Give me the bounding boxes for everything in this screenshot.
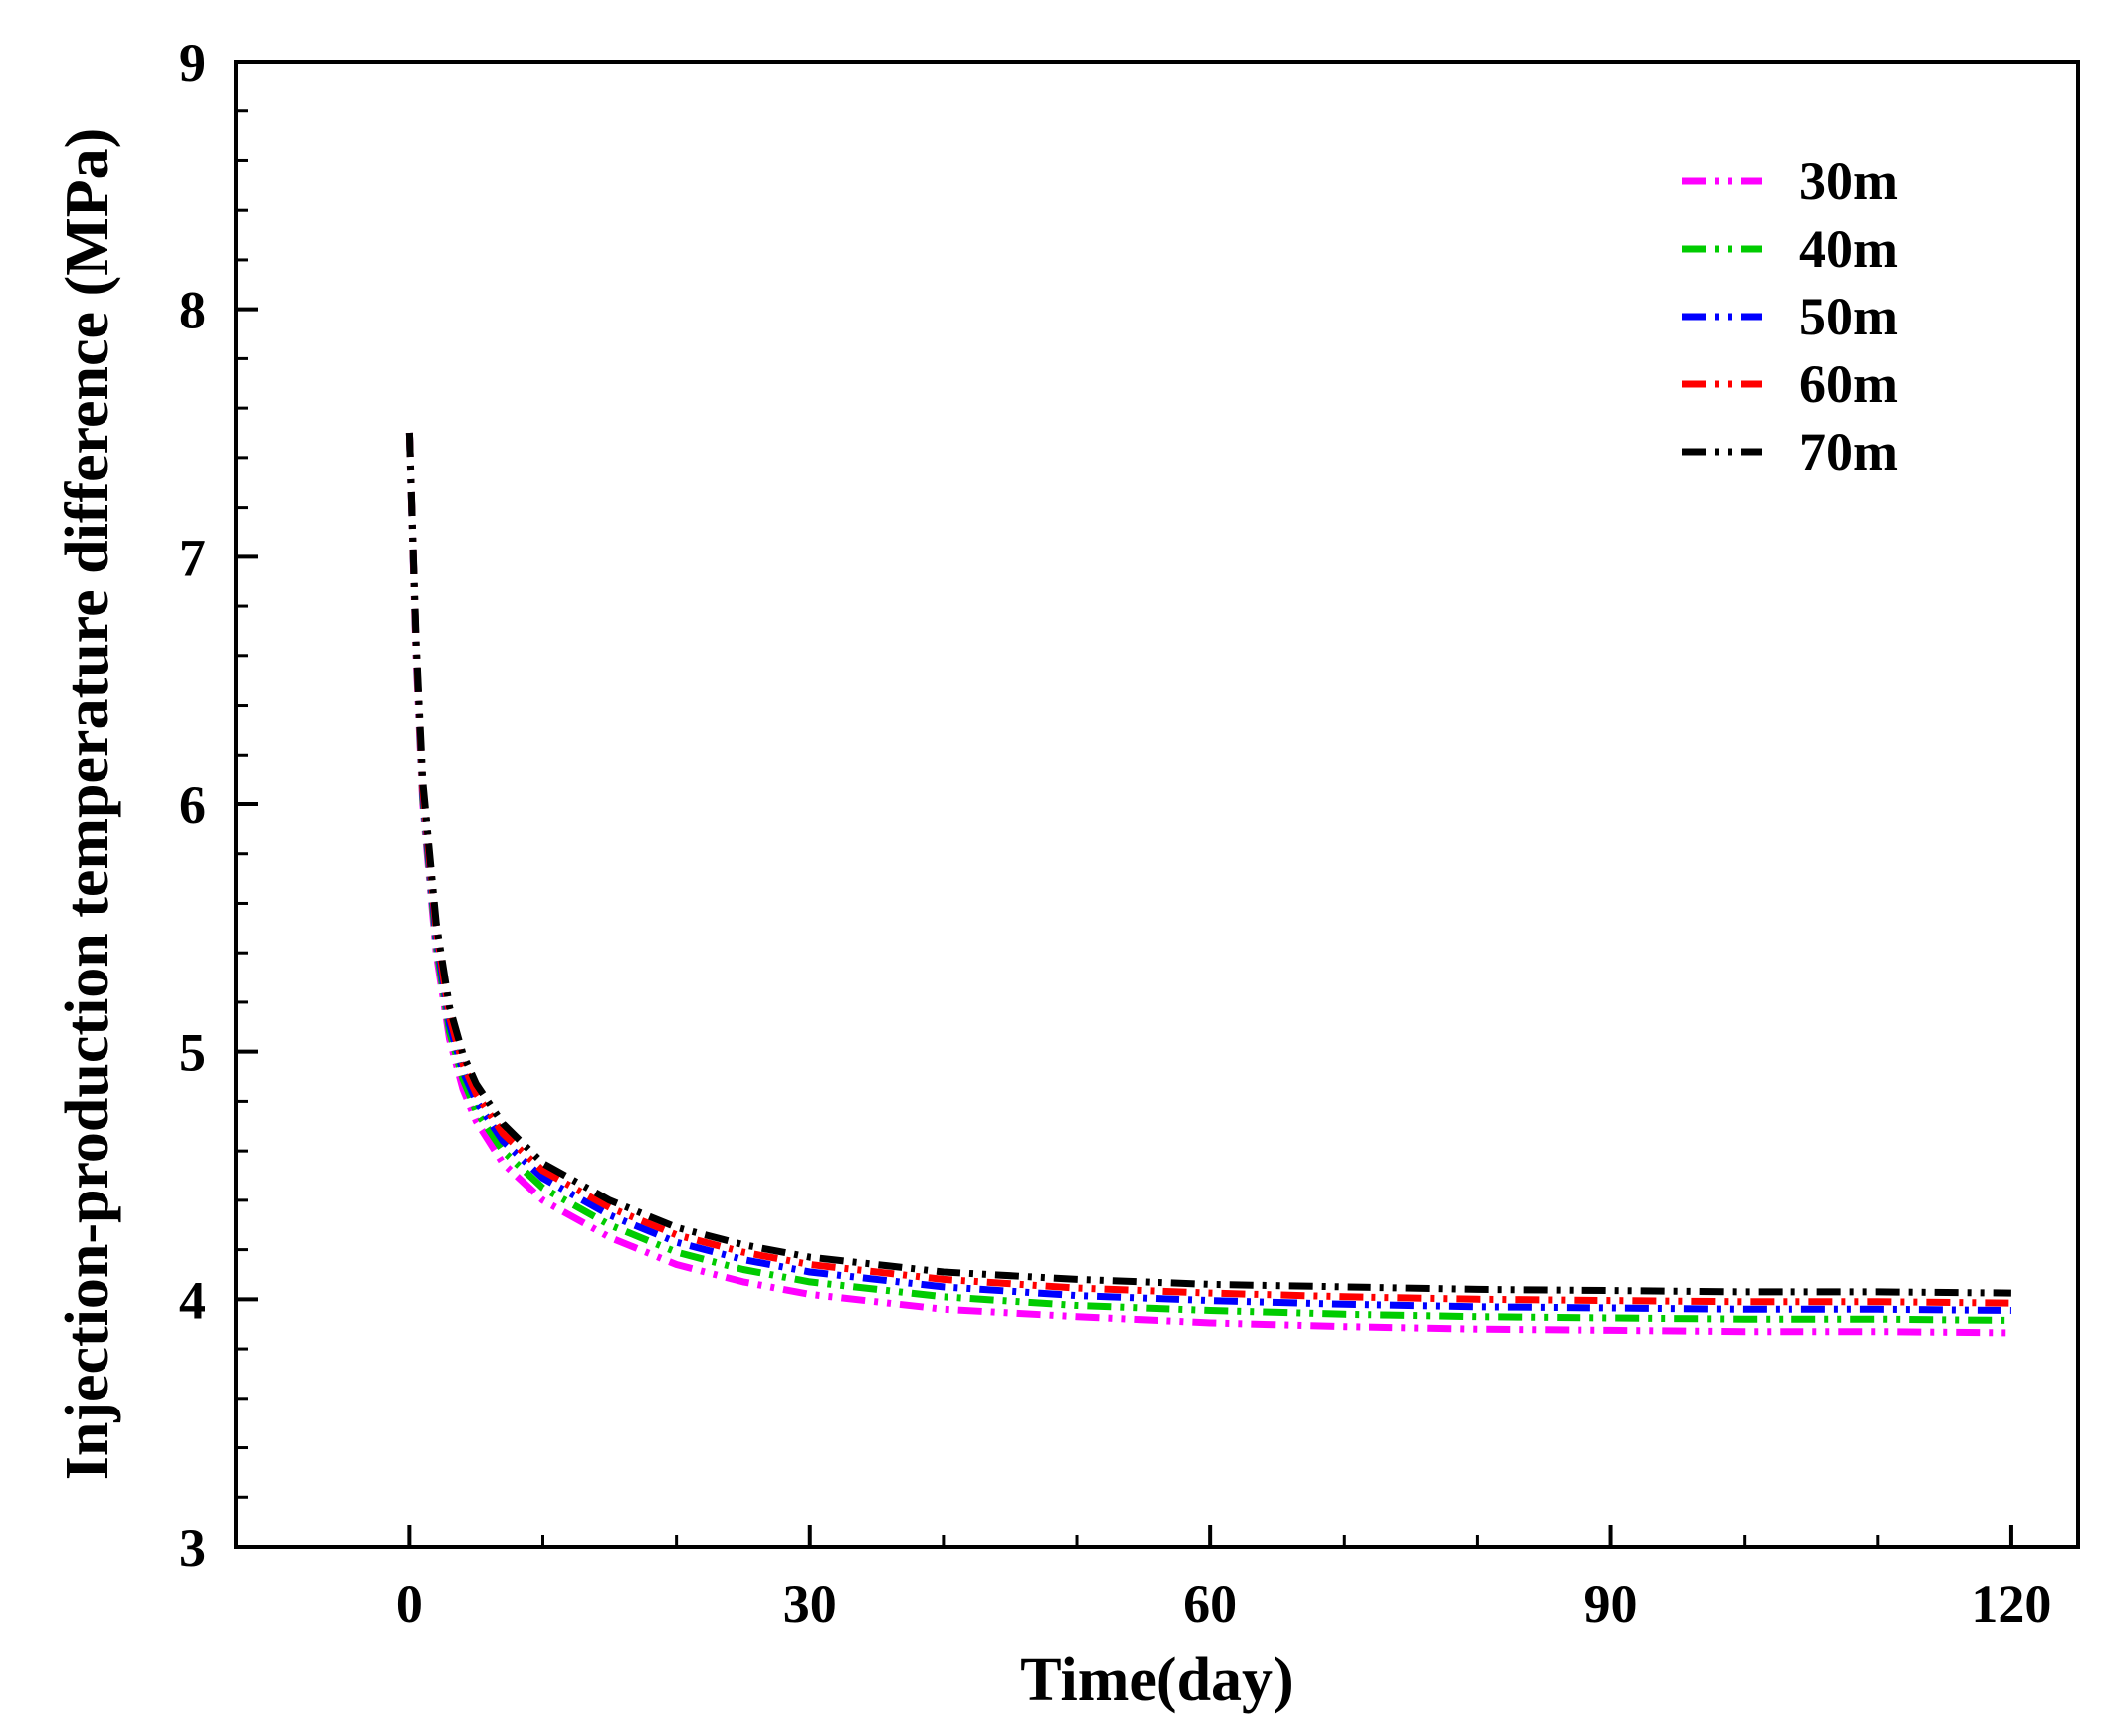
y-tick-label: 6 [179,775,206,835]
legend-item: 60m [1682,354,1898,414]
y-tick-label: 4 [179,1270,206,1330]
legend-label: 60m [1799,354,1898,414]
series-line-60m [405,432,2011,1307]
y-tick-label: 8 [179,281,206,340]
x-axis: 0 30 60 90 120 [396,1525,2051,1633]
series-line-30m [405,432,2011,1337]
x-axis-title: Time(day) [1020,1646,1293,1714]
series-line-40m [405,432,2011,1324]
legend-item: 70m [1682,422,1898,482]
x-tick-label: 60 [1183,1574,1237,1633]
series-layer [405,432,2011,1337]
series-line-50m [405,432,2011,1314]
y-axis: 3 4 5 6 7 8 9 [179,33,258,1578]
legend-label: 40m [1799,219,1898,279]
x-tick-label: 120 [1971,1574,2051,1633]
x-tick-label: 90 [1584,1574,1638,1633]
plot-frame [234,60,2080,1549]
y-axis-title: Injection-production temperature differe… [54,128,121,1481]
y-tick-label: 5 [179,1023,206,1083]
legend-label: 30m [1799,151,1898,211]
legend-item: 40m [1682,219,1898,279]
legend-item: 50m [1682,287,1898,346]
y-tick-label: 9 [179,33,206,93]
legend: 30m 40m 50m 60m 70m [1682,151,1898,482]
legend-item: 30m [1682,151,1898,211]
legend-label: 70m [1799,422,1898,482]
legend-label: 50m [1799,287,1898,346]
series-line-70m [405,432,2011,1297]
x-tick-label: 30 [783,1574,837,1633]
y-tick-label: 3 [179,1518,206,1578]
x-tick-label: 0 [396,1574,423,1633]
y-tick-label: 7 [179,528,206,587]
